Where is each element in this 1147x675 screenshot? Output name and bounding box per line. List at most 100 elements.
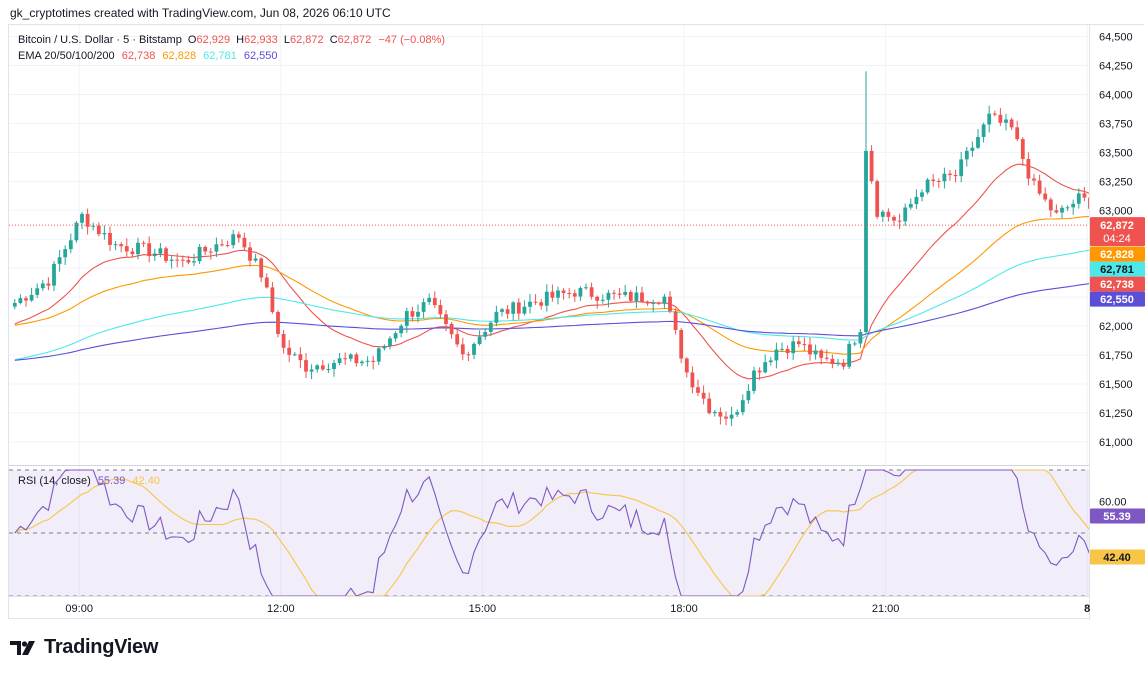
candle-body	[651, 302, 656, 304]
candle-body	[1020, 139, 1025, 159]
candle	[556, 286, 560, 305]
candle-body	[444, 314, 448, 324]
candle	[40, 279, 45, 292]
candle-body	[802, 344, 807, 346]
candle-body	[936, 180, 941, 182]
candle	[724, 411, 728, 426]
candle-body	[192, 261, 196, 263]
candle	[864, 71, 868, 334]
candle	[796, 336, 801, 348]
candle	[477, 330, 482, 346]
candle	[438, 299, 443, 319]
time-scale-border	[9, 596, 1089, 597]
candle	[880, 209, 885, 223]
candle	[393, 331, 398, 342]
candle	[326, 363, 331, 374]
tradingview-logo[interactable]: TradingView	[10, 636, 158, 659]
candle-body	[908, 204, 913, 208]
candle-body	[281, 334, 286, 348]
candle	[309, 364, 314, 380]
candle-body	[970, 147, 975, 151]
candle	[281, 329, 286, 354]
candle	[567, 287, 572, 299]
candle	[617, 288, 622, 299]
candle-body	[752, 370, 756, 391]
candle-body	[522, 306, 527, 314]
candle	[544, 284, 549, 312]
candle-body	[337, 358, 342, 363]
price-tick-label: 64,500	[1099, 32, 1133, 44]
candle	[1020, 137, 1025, 167]
candle	[578, 286, 583, 301]
candle	[270, 281, 275, 314]
candle-body	[124, 246, 129, 252]
rsi-legend-value: 55.39	[98, 475, 126, 487]
candle-body	[332, 362, 336, 370]
chart-frame[interactable]: 64,500 64,250 64,000 63,750 63,500 63,250 63,0…	[8, 24, 1147, 620]
candle-body	[119, 244, 124, 247]
candle	[1026, 152, 1031, 186]
price-scale-border	[1089, 25, 1090, 620]
candle-body	[1054, 210, 1059, 213]
candle-body	[813, 350, 818, 355]
candle-body	[12, 303, 17, 307]
candle	[920, 189, 924, 202]
candle-body	[931, 179, 936, 181]
candle	[203, 245, 208, 256]
candle-body	[959, 159, 964, 177]
candle	[572, 289, 577, 303]
candle-body	[533, 301, 538, 303]
candle	[354, 352, 359, 367]
ema100-tag: 62,781	[1090, 261, 1145, 277]
candle-body	[80, 213, 84, 223]
candle	[679, 328, 684, 364]
candle	[791, 336, 796, 360]
candle	[320, 359, 325, 371]
candle	[460, 337, 465, 361]
candle	[102, 225, 107, 240]
candle	[841, 359, 846, 370]
legend-l-label: L	[284, 34, 290, 46]
candle-body	[662, 296, 667, 304]
candles	[12, 71, 1147, 426]
ema50-tag: 62,828	[1090, 246, 1145, 262]
candle	[404, 307, 409, 333]
legend-o-label: O	[188, 34, 197, 46]
candle-body	[416, 311, 420, 317]
price-tick-label: 63,500	[1099, 147, 1133, 159]
candle	[740, 394, 745, 416]
candle	[343, 352, 348, 365]
candle-body	[1009, 119, 1014, 128]
candle-body	[91, 225, 96, 227]
candle-body	[998, 114, 1003, 123]
candle	[550, 284, 555, 302]
candle-body	[343, 358, 348, 360]
candle	[931, 174, 936, 187]
ema100-tag-text: 62,781	[1100, 264, 1134, 276]
candle	[696, 379, 700, 397]
legend-row-2: EMA 20/50/100/200 62,738 62,828 62,781 6…	[18, 50, 278, 62]
candle-body	[236, 234, 241, 238]
candle	[292, 351, 297, 357]
candle-body	[449, 323, 454, 335]
legend-c-label: C	[330, 34, 338, 46]
candle-body	[634, 292, 639, 301]
candle	[516, 298, 521, 320]
candle	[886, 208, 891, 222]
candle	[208, 247, 213, 260]
chart-canvas[interactable]: 64,500 64,250 64,000 63,750 63,500 63,250 63,0…	[9, 25, 1147, 620]
candle	[24, 296, 28, 307]
candle	[824, 349, 829, 361]
candle-body	[696, 387, 700, 393]
candle	[264, 273, 269, 289]
candle	[337, 352, 342, 366]
candle-body	[684, 358, 689, 373]
candle	[152, 248, 157, 261]
candle	[623, 284, 628, 297]
candle-body	[578, 287, 583, 297]
candle-body	[511, 302, 516, 314]
candle	[52, 261, 56, 292]
candle	[35, 283, 40, 298]
candle-body	[841, 362, 846, 367]
